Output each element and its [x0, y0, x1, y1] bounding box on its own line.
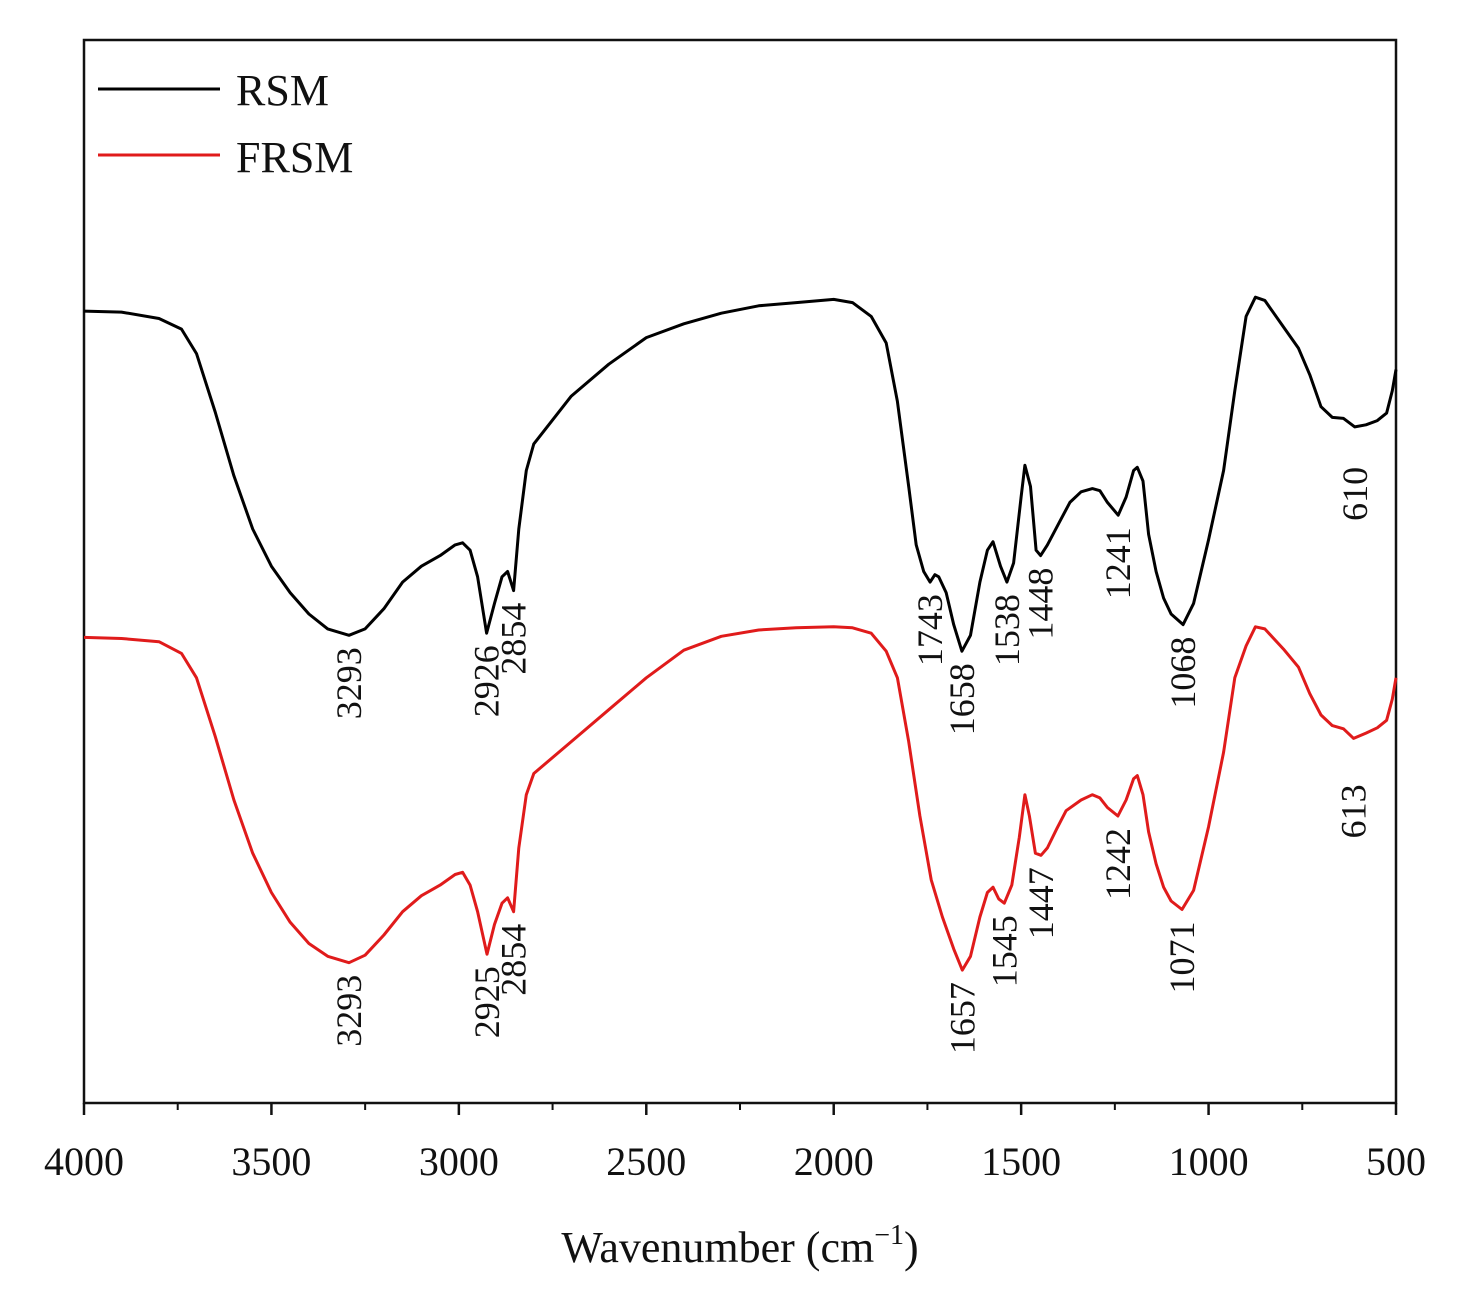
peak-label-rsm-3293: 3293: [329, 647, 369, 719]
x-tick-label-4000: 4000: [44, 1139, 124, 1184]
x-axis-title-sup: −1: [874, 1220, 904, 1251]
x-axis-title-close: ): [904, 1223, 919, 1272]
peak-label-frsm-2854: 2854: [494, 924, 534, 996]
peak-label-frsm-613: 613: [1334, 784, 1374, 838]
peak-label-rsm-1743: 1743: [910, 594, 950, 666]
x-tick-label-3000: 3000: [419, 1139, 499, 1184]
peak-label-frsm-1447: 1447: [1021, 867, 1061, 939]
peak-label-rsm-1448: 1448: [1021, 568, 1061, 640]
peak-label-frsm-1242: 1242: [1098, 828, 1138, 900]
peak-label-rsm-1068: 1068: [1163, 637, 1203, 709]
legend-label-frsm: FRSM: [236, 133, 353, 182]
x-tick-label-3500: 3500: [231, 1139, 311, 1184]
peak-label-rsm-610: 610: [1335, 467, 1375, 521]
x-tick-label-2000: 2000: [794, 1139, 874, 1184]
peak-label-frsm-1545: 1545: [984, 915, 1024, 987]
peak-label-rsm-1658: 1658: [942, 663, 982, 735]
peak-label-frsm-3293: 3293: [329, 975, 369, 1047]
x-tick-label-1500: 1500: [981, 1139, 1061, 1184]
peak-label-rsm-2926: 2926: [467, 645, 507, 717]
peak-label-rsm-1241: 1241: [1098, 527, 1138, 599]
x-tick-label-2500: 2500: [606, 1139, 686, 1184]
series-layer: [83, 295, 1398, 972]
x-axis-title: Wavenumber (cm−1): [561, 1220, 918, 1272]
x-axis-ticks: 4000 3500 3000 2500 2000 1500 1000 500: [44, 1103, 1426, 1184]
series-line-frsm: [83, 625, 1398, 972]
peak-label-rsm-1538: 1538: [987, 594, 1027, 666]
x-tick-label-500: 500: [1366, 1139, 1426, 1184]
peak-label-frsm-1071: 1071: [1162, 922, 1202, 994]
peak-label-frsm-2925: 2925: [467, 966, 507, 1038]
peak-label-rsm-2854: 2854: [494, 603, 534, 675]
x-axis-title-main: Wavenumber (cm: [561, 1223, 874, 1272]
legend: RSM FRSM: [98, 66, 353, 182]
legend-label-rsm: RSM: [236, 66, 329, 115]
x-tick-label-1000: 1000: [1169, 1139, 1249, 1184]
peak-label-frsm-1657: 1657: [942, 982, 982, 1054]
series-line-rsm: [83, 295, 1398, 653]
